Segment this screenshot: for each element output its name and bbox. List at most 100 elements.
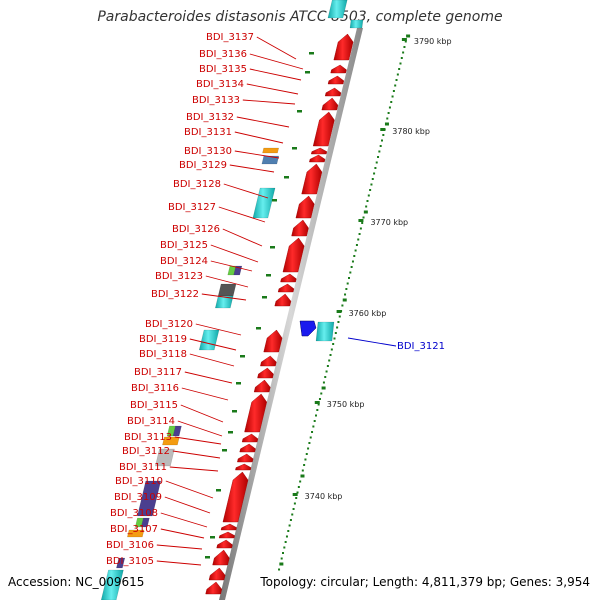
gene-box [349, 19, 364, 29]
scale-labels: 3790 kbp 3780 kbp 3770 kbp 3760 kbp 3750 kbp… [292, 37, 452, 501]
scale-dot [353, 255, 356, 257]
scale-dot [321, 386, 326, 390]
scale-dot [377, 156, 380, 158]
gene-label: BDI_3137 [206, 32, 254, 43]
gene-box [140, 517, 150, 528]
gene-label: BDI_3108 [110, 508, 158, 519]
scale-dot [341, 304, 344, 307]
leader-line [172, 450, 221, 459]
scale-dot [357, 238, 360, 241]
scale-dot [350, 266, 353, 268]
leader-line [174, 436, 222, 445]
leader-line [242, 99, 296, 105]
tick-mark [236, 382, 241, 385]
scale-dot [381, 139, 383, 142]
genome-backbone [219, 28, 363, 600]
scale-dot [304, 458, 307, 461]
leader-line [184, 371, 233, 384]
leader-line [234, 131, 284, 144]
gene-label: BDI_3128 [173, 179, 221, 190]
scale-dot [395, 79, 398, 81]
gene-label: BDI_3119 [139, 334, 187, 345]
gene-arrow [295, 195, 315, 219]
gene-label: BDI_3129 [179, 160, 227, 171]
scale-dot [307, 447, 310, 450]
gene-label: BDI_3109 [114, 492, 162, 503]
scale-dot [400, 57, 403, 59]
leader-line [223, 183, 269, 199]
leader-line [181, 387, 229, 401]
leader-line [218, 206, 266, 223]
scale-tick [380, 128, 386, 131]
gene-arrow [330, 64, 347, 74]
gene-box [252, 187, 276, 219]
scale-dot [330, 348, 333, 351]
gene-arrow [218, 531, 235, 539]
leader-line [156, 560, 202, 566]
scale-label: 3780 kbp [392, 127, 430, 136]
scale-dot [354, 249, 357, 252]
gene-label: BDI_3134 [196, 79, 244, 90]
scale-dot [375, 161, 378, 164]
gene-arrow [301, 163, 323, 195]
leader-line [210, 244, 259, 263]
scale-dot [288, 524, 291, 527]
scale-dot [318, 398, 321, 400]
tick-mark [266, 274, 271, 277]
scale-dot [295, 497, 298, 499]
scale-label: 3790 kbp [414, 37, 452, 46]
scale-dot [299, 480, 302, 483]
gene-label: BDI_3125 [160, 240, 208, 251]
scale-dot [392, 90, 395, 92]
leader-line [246, 83, 299, 95]
gene-box [137, 480, 162, 517]
gene-label: BDI_3122 [151, 289, 199, 300]
gene-arrow [321, 97, 339, 111]
leader-line [180, 404, 224, 423]
tick-mark [305, 71, 310, 74]
scale-dot [388, 106, 391, 109]
scale-dot [279, 562, 284, 566]
scale-dot [285, 535, 288, 538]
gene-label: BDI_3111 [119, 462, 167, 473]
scale-tick [401, 38, 407, 41]
scale-dot [384, 122, 389, 126]
gene-label: BDI_3118 [139, 349, 187, 360]
scale-dot [282, 552, 284, 554]
gene-label: BDI_3112 [122, 446, 170, 457]
scale-dot [305, 453, 308, 455]
scale-dot [309, 436, 312, 439]
gene-label: BDI_3114 [127, 416, 175, 427]
accession-text: Accession: NC_009615 [8, 575, 145, 589]
scale-label: 3760 kbp [349, 309, 387, 318]
gene-label: BDI_3115 [130, 400, 178, 411]
gene-box [262, 147, 279, 154]
gene-label: BDI_3133 [192, 95, 240, 106]
scale-dot [394, 84, 397, 87]
scale-label: 3770 kbp [370, 218, 408, 227]
scale-dot [374, 167, 377, 169]
scale-dot [320, 392, 323, 395]
tick-mark [205, 556, 210, 559]
scale-dot [359, 227, 362, 230]
scale-dot [280, 557, 283, 560]
gene-arrow [260, 355, 277, 367]
gene-arrow [324, 87, 342, 97]
label-leaders [156, 36, 397, 566]
leader-line [156, 544, 203, 550]
scale-dot [371, 178, 374, 180]
scale-label: 3750 kbp [327, 400, 365, 409]
leader-line [222, 228, 263, 247]
scale-dot [337, 321, 340, 323]
scale-dots [278, 34, 411, 571]
gene-arrow [280, 273, 297, 283]
tick-mark [228, 431, 233, 434]
scale-dot [326, 365, 329, 367]
scale-dot [317, 403, 320, 406]
scale-dot [287, 530, 290, 532]
scale-dot [349, 271, 352, 274]
leader-line [160, 512, 208, 528]
scale-dot [404, 40, 407, 43]
scale-tick [292, 493, 298, 496]
